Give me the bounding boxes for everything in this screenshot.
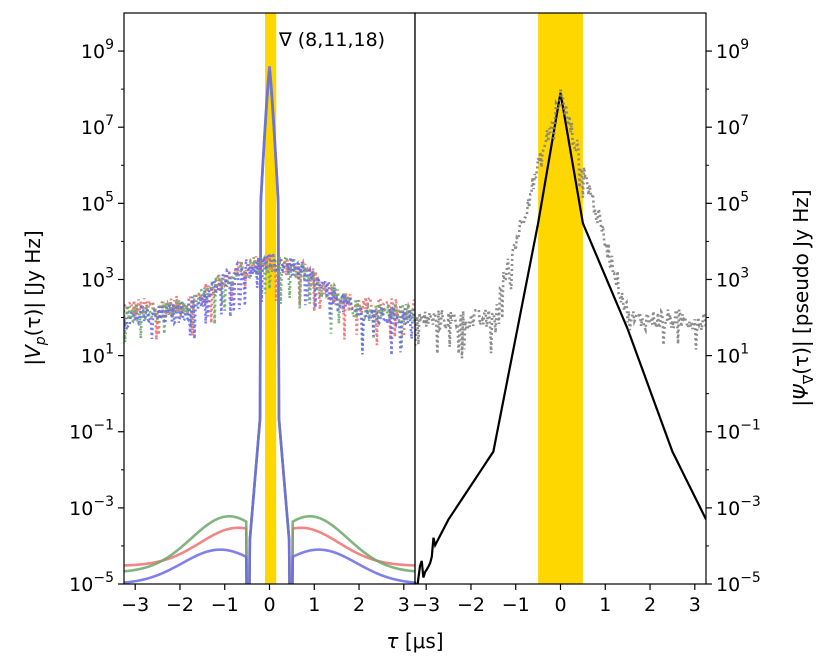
series-data (415, 87, 706, 359)
series-model-blue (124, 66, 415, 584)
x-tick-label: 2 (353, 594, 365, 616)
antenna-triplet-annotation: ∇ (8,11,18) (278, 29, 385, 51)
y-tick-label: 10−3 (716, 494, 761, 520)
x-tick-label: −1 (502, 594, 530, 616)
y-tick-label: 101 (716, 342, 749, 368)
y-tick-label: 103 (716, 265, 749, 291)
right-panel: 10−5 10−3 10−1 101 103 105 107 109 −3 −2 −1 0 1 2 3 (412, 13, 761, 616)
y-tick-label: 105 (81, 189, 114, 215)
y-tick-label: 10−5 (69, 570, 114, 596)
x-tick-label: 0 (554, 594, 566, 616)
right-y-axis-label: |Ψ∇(τ)| [pseudo Jy Hz] (789, 189, 817, 406)
y-tick-label: 109 (81, 37, 114, 63)
y-tick-label: 10−1 (69, 418, 114, 444)
left-y-axis-label: |Vp(τ)| [Jy Hz] (21, 230, 49, 365)
x-axis-label: τ [μs] (386, 629, 443, 653)
y-tick-label: 103 (81, 265, 114, 291)
series-data-green (124, 252, 415, 350)
x-tick-label: 0 (263, 594, 275, 616)
x-tick-label: −2 (166, 594, 194, 616)
x-tick-label: −1 (211, 594, 239, 616)
right-highlight-band (538, 13, 583, 584)
x-tick-label: 1 (308, 594, 320, 616)
left-y-ticks: 10−5 10−3 10−1 101 103 105 107 109 (69, 37, 124, 596)
left-panel: ∇ (8,11,18) 10−510−310−1101103105107109 … (69, 13, 415, 616)
right-plot-area (415, 13, 706, 584)
y-tick-label: 10−1 (716, 418, 761, 444)
y-tick-label: 105 (716, 189, 749, 215)
series-data-red (124, 252, 415, 346)
y-tick-label: 101 (81, 342, 114, 368)
left-series-group (124, 66, 415, 584)
x-tick-label: 3 (398, 594, 410, 616)
y-tick-label: 10−5 (716, 570, 761, 596)
series-data-blue (124, 252, 415, 356)
x-tick-label: 1 (599, 594, 611, 616)
right-axes-frame (414, 12, 707, 585)
left-x-ticks: −3 −2 −1 0 1 2 3 (121, 584, 410, 616)
x-tick-label: −3 (121, 594, 149, 616)
y-tick-label: 10−3 (69, 494, 114, 520)
y-tick-label: 107 (716, 113, 749, 139)
right-x-ticks: −3 −2 −1 0 1 2 3 (412, 584, 701, 616)
right-series-group (415, 87, 706, 584)
x-tick-label: 3 (689, 594, 701, 616)
left-plot-area (124, 13, 415, 584)
x-tick-label: 2 (644, 594, 656, 616)
series-model (415, 92, 706, 584)
right-y-ticks: 10−5 10−3 10−1 101 103 105 107 109 (706, 37, 761, 596)
left-highlight-band (265, 13, 277, 584)
x-tick-label: −2 (457, 594, 485, 616)
y-tick-label: 107 (81, 113, 114, 139)
y-tick-label: 109 (716, 37, 749, 63)
x-tick-label: −3 (412, 594, 440, 616)
